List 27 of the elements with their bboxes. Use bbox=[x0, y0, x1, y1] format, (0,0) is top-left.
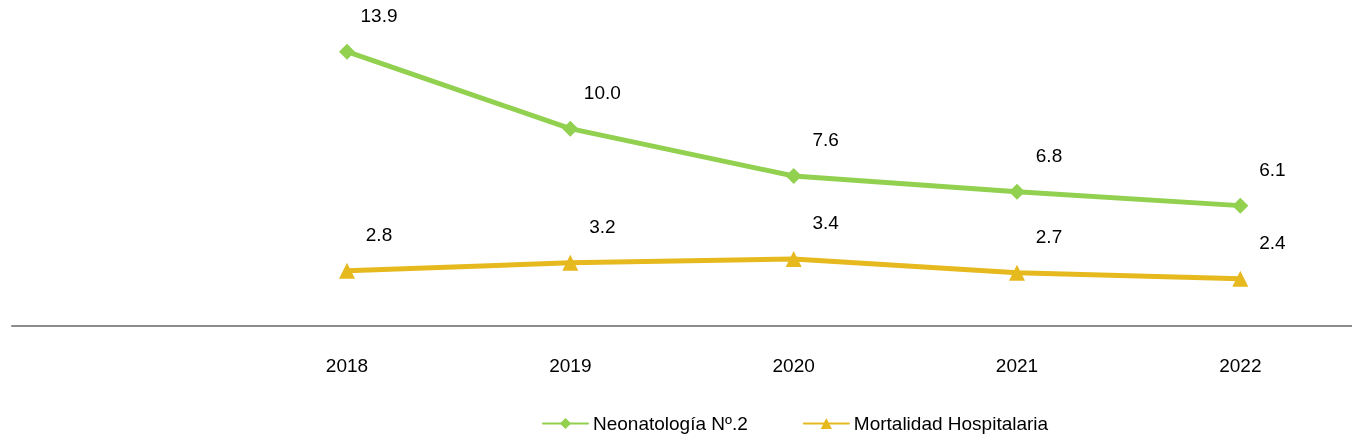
data-label: 6.8 bbox=[1035, 144, 1063, 166]
point bbox=[785, 250, 802, 267]
point bbox=[339, 262, 355, 279]
data-label: 2.4 bbox=[1259, 231, 1286, 253]
data-label: 3.2 bbox=[589, 215, 616, 237]
data-label: 13.9 bbox=[360, 4, 398, 26]
point bbox=[562, 120, 579, 137]
point bbox=[1009, 264, 1025, 281]
x-tick-label: 2019 bbox=[549, 355, 592, 376]
point bbox=[1009, 183, 1025, 200]
x-tick-label: 2018 bbox=[325, 355, 369, 376]
data-label: 2.7 bbox=[1035, 225, 1063, 247]
x-tick-label: 2022 bbox=[1219, 355, 1262, 376]
legend-label: Mortalidad Hospitalaria bbox=[853, 413, 1049, 434]
point bbox=[339, 43, 355, 60]
data-label: 7.6 bbox=[812, 129, 839, 151]
data-label: 3.4 bbox=[812, 211, 840, 233]
x-tick-label: 2021 bbox=[995, 355, 1039, 376]
x-tick-label: 2020 bbox=[772, 355, 815, 376]
legend-label: Neonatología Nº.2 bbox=[593, 413, 748, 434]
point bbox=[562, 254, 579, 271]
data-label: 6.1 bbox=[1259, 158, 1286, 180]
data-label: 2.8 bbox=[365, 223, 393, 245]
point bbox=[1232, 270, 1249, 287]
point bbox=[785, 168, 802, 185]
data-label: 10.0 bbox=[583, 81, 621, 103]
point bbox=[1232, 197, 1249, 214]
